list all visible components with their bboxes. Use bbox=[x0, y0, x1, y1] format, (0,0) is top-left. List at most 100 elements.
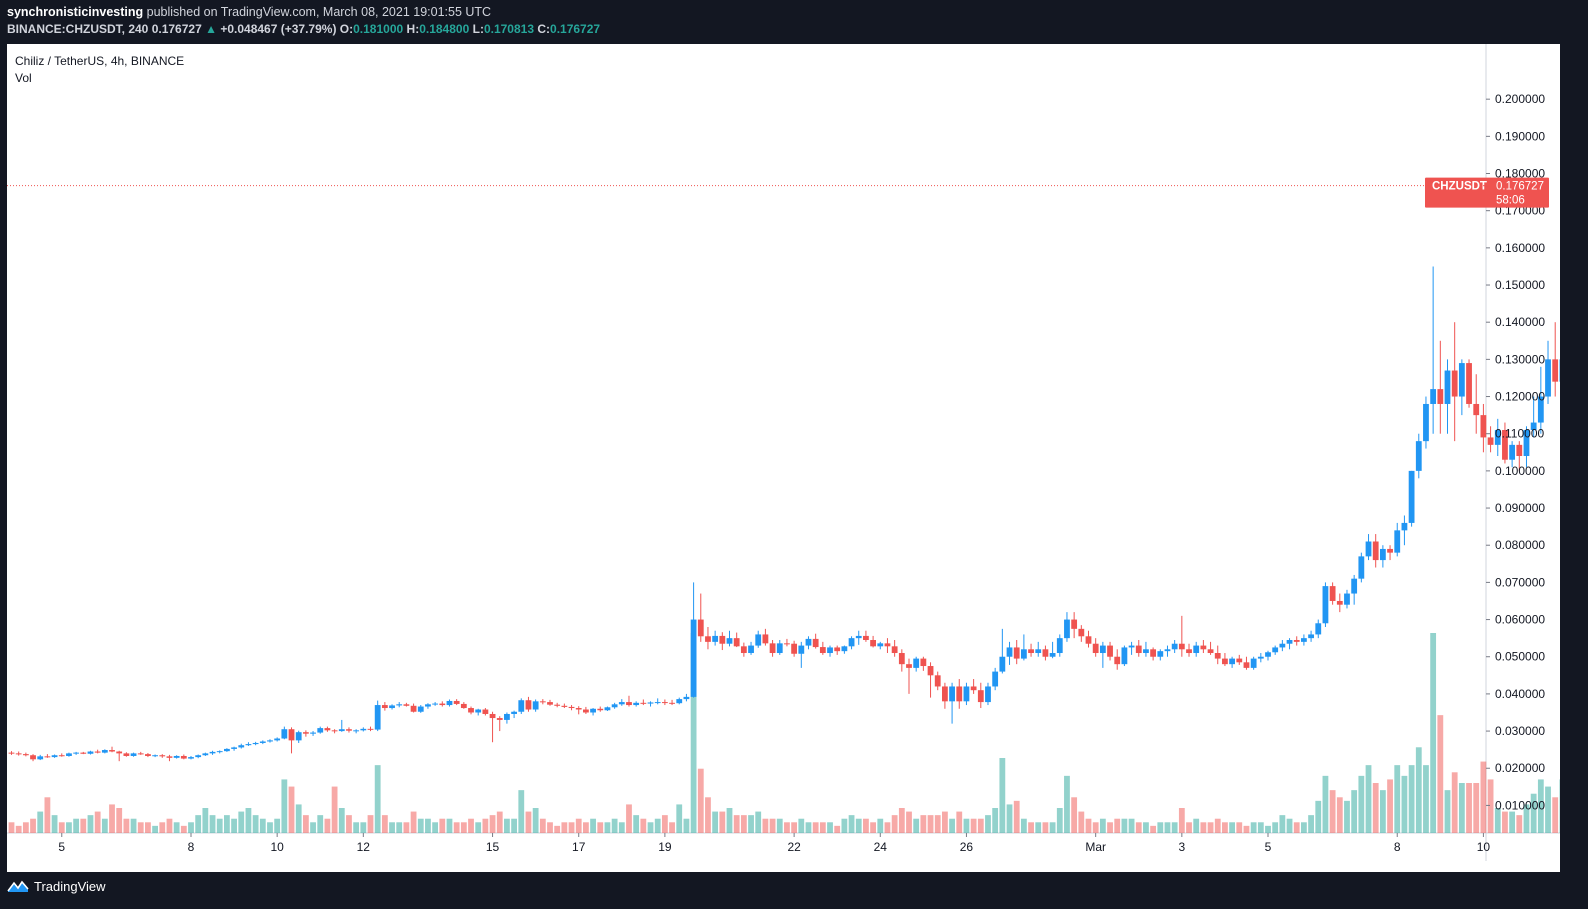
candle-body bbox=[453, 700, 460, 704]
candle-body bbox=[188, 757, 194, 759]
volume-bar bbox=[877, 818, 884, 833]
candle-body bbox=[109, 750, 115, 752]
volume-label[interactable]: Vol bbox=[15, 71, 32, 85]
candle-body bbox=[1537, 396, 1544, 423]
volume-bar bbox=[863, 818, 869, 833]
volume-bar bbox=[101, 818, 108, 833]
candle-body bbox=[920, 658, 927, 667]
candle-body bbox=[410, 705, 417, 712]
volume-bar bbox=[848, 815, 855, 833]
volume-bar bbox=[231, 818, 237, 833]
candle-body bbox=[1286, 640, 1293, 644]
volume-bar bbox=[1286, 818, 1293, 833]
close-value: 0.176727 bbox=[550, 22, 601, 36]
volume-bar bbox=[697, 768, 704, 833]
volume-bar bbox=[870, 822, 876, 833]
volume-bar bbox=[511, 818, 517, 833]
volume-bar bbox=[245, 808, 252, 833]
candle-body bbox=[1042, 649, 1049, 657]
candle-body bbox=[159, 755, 166, 757]
volume-bar bbox=[1545, 786, 1551, 833]
time-tick-label: 5 bbox=[1265, 840, 1272, 854]
volume-bar bbox=[669, 822, 675, 833]
candle-body bbox=[1401, 522, 1408, 531]
time-tick-label: 10 bbox=[270, 840, 284, 854]
volume-bar bbox=[295, 804, 302, 833]
tradingview-logo-icon[interactable] bbox=[7, 879, 29, 893]
volume-bar bbox=[468, 818, 474, 833]
volume-bar bbox=[733, 815, 740, 833]
volume-bar bbox=[425, 818, 431, 833]
volume-bar bbox=[180, 825, 187, 833]
volume-bar bbox=[281, 779, 288, 833]
volume-bar bbox=[1372, 783, 1379, 833]
candle-body bbox=[1322, 586, 1329, 624]
price-tag-value: 0.176727 bbox=[1496, 181, 1544, 193]
candle-body bbox=[446, 700, 453, 706]
candle-body bbox=[1006, 647, 1013, 657]
candle-body bbox=[597, 708, 604, 711]
volume-bar bbox=[259, 818, 266, 833]
candle-body bbox=[1236, 658, 1243, 663]
volume-bar bbox=[1365, 765, 1372, 833]
candle-body bbox=[1207, 649, 1214, 654]
candle-body bbox=[367, 728, 374, 730]
candlestick-chart[interactable]: 0.010000 0.020000 0.030000 0.040000 0.050000… bbox=[7, 44, 1560, 872]
volume-bar bbox=[1516, 815, 1523, 833]
candle-body bbox=[1351, 578, 1358, 594]
volume-bar bbox=[1114, 818, 1121, 833]
volume-bar bbox=[784, 822, 790, 833]
candle-body bbox=[999, 656, 1006, 672]
candle-body bbox=[1250, 658, 1257, 668]
volume-bar bbox=[338, 808, 345, 833]
volume-bar bbox=[94, 811, 101, 833]
candle-body bbox=[504, 713, 510, 720]
candle-body bbox=[396, 704, 403, 706]
volume-bar bbox=[460, 822, 467, 833]
volume-bar bbox=[518, 790, 525, 833]
candle-body bbox=[1336, 600, 1343, 605]
candle-body bbox=[209, 751, 216, 754]
author-name[interactable]: synchronisticinvesting bbox=[7, 5, 144, 19]
footer-brand[interactable]: TradingView bbox=[34, 878, 106, 894]
candle-body bbox=[1243, 662, 1250, 668]
candle-body bbox=[58, 755, 65, 757]
volume-bar bbox=[898, 808, 905, 833]
volume-bar bbox=[224, 815, 230, 833]
candle-body bbox=[547, 702, 553, 705]
volume-bar bbox=[1257, 822, 1264, 833]
candle-body bbox=[942, 686, 948, 702]
chart-panel[interactable]: 0.010000 0.020000 0.030000 0.040000 0.050000… bbox=[7, 44, 1560, 872]
volume-bar bbox=[159, 822, 166, 833]
volume-bar bbox=[1379, 790, 1386, 833]
candle-body bbox=[719, 635, 726, 644]
candle-body bbox=[22, 754, 29, 756]
volume-bar bbox=[640, 818, 647, 833]
volume-bar bbox=[1071, 797, 1078, 833]
volume-bar bbox=[1035, 822, 1042, 833]
candle-body bbox=[1394, 530, 1401, 553]
candle-body bbox=[992, 671, 999, 687]
volume-bar bbox=[30, 818, 36, 833]
volume-bar bbox=[453, 822, 460, 833]
candle-body bbox=[1358, 556, 1365, 579]
candle-body bbox=[94, 751, 101, 753]
volume-bar bbox=[1193, 818, 1200, 833]
volume-bar bbox=[676, 804, 683, 833]
volume-bar bbox=[970, 818, 977, 833]
candle-body bbox=[130, 753, 137, 756]
volume-bar bbox=[611, 818, 618, 833]
price-tick-label: 0.200000 bbox=[1495, 92, 1545, 106]
candle-body bbox=[618, 702, 625, 705]
volume-bar bbox=[1020, 818, 1027, 833]
time-tick-label: 8 bbox=[188, 840, 195, 854]
candle-body bbox=[1121, 647, 1128, 665]
candle-body bbox=[798, 645, 805, 654]
volume-bar bbox=[310, 822, 316, 833]
volume-bar bbox=[504, 818, 510, 833]
series-title[interactable]: Chiliz / TetherUS, 4h, BINANCE bbox=[15, 54, 185, 68]
volume-bar bbox=[109, 804, 115, 833]
volume-bar bbox=[1387, 779, 1393, 833]
candle-body bbox=[1559, 359, 1560, 382]
candle-body bbox=[676, 699, 683, 704]
